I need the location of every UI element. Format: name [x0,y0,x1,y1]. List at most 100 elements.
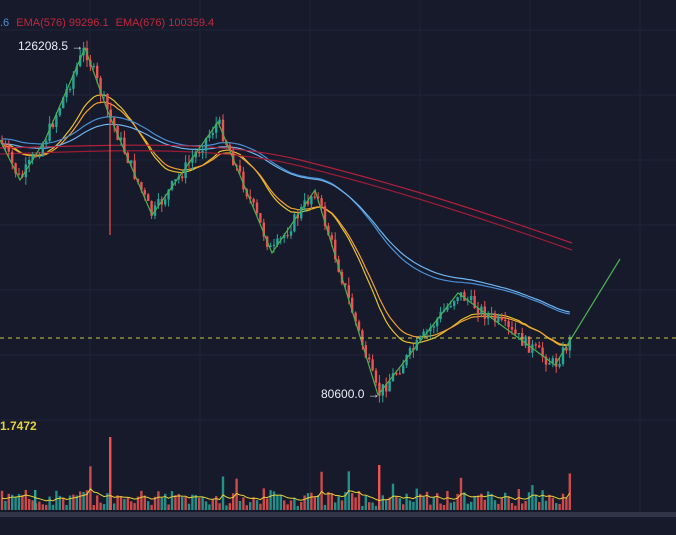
candle-body [306,200,310,205]
candle-body [283,235,286,238]
candle-body [541,347,544,357]
candle-body [79,55,82,67]
candle-body [368,357,371,360]
candle-body [388,381,391,392]
volume-bar [412,501,415,510]
candle-body [402,365,405,374]
candle-body [327,225,330,236]
volume-bar [119,496,123,510]
volume-bar [68,495,72,510]
volume-bar [164,493,167,510]
time-scrollbar[interactable] [0,512,676,517]
volume-bar [177,493,180,510]
candle-body [58,108,61,116]
volume-bar [130,501,133,510]
candle-body [276,238,279,245]
volume-bar [527,492,531,510]
candle-body [289,231,293,236]
volume-bar [38,501,41,510]
candle-body [521,333,524,346]
candle-body [538,345,541,348]
volume-bar [143,495,146,510]
ema-legend: .6 EMA(576) 99296.1 EMA(676) 100359.4 [0,17,218,29]
volume-bar [58,495,61,510]
candle-body [432,326,435,328]
volume-bar [334,502,337,510]
volume-bar [17,493,21,510]
volume-bar [221,476,225,510]
zigzag-line [0,46,621,397]
low-price-value: 80600.0 [321,387,365,401]
volume-bar [422,496,425,510]
volume-bar [555,503,558,510]
candle-body [419,336,422,340]
volume-bar [259,503,262,510]
volume-bar [92,505,95,510]
candle-body [215,123,218,133]
volume-bar [252,497,255,510]
volume-bars [0,437,571,510]
candle-body [534,344,537,346]
volume-bar [211,499,214,510]
candle-body [449,306,452,308]
ema676-legend: EMA(676) 100359.4 [115,17,215,29]
volume-bar [476,495,480,510]
volume-bar [276,495,279,510]
volume-bar [75,495,78,510]
candle-body [198,152,201,154]
volume-bar [371,502,374,510]
volume-bar [351,493,354,510]
candle-body [31,155,34,160]
candle-body [119,137,123,141]
volume-bar [11,494,14,510]
candle-body [41,144,44,156]
ema-lightblue-line [1,123,570,313]
volume-bar [249,502,252,510]
candle-body [242,171,245,190]
candle-body [109,109,112,118]
candle-body [133,160,136,179]
low-price-label: 80600.0 → [321,387,380,401]
candle-body [551,358,554,364]
volume-bar [136,496,140,510]
candle-body [204,138,208,151]
candle-body [286,235,289,237]
volume-bar [293,497,296,510]
candle-body [143,190,146,195]
candle-body [11,151,14,164]
volume-bar [181,496,184,510]
volume-bar [303,495,306,510]
volume-bar [198,497,201,510]
volume-bar [327,492,330,510]
volume-bar [232,493,235,510]
volume-bar [106,493,109,510]
candle-body [48,123,51,142]
volume-bar [242,497,245,510]
candle-body [398,373,401,375]
volume-bar [504,492,507,510]
low-arrow-icon: → [367,387,380,401]
candle-body [296,214,299,219]
candle-body [51,123,55,127]
volume-bar [453,501,456,510]
candle-body [255,202,259,214]
volume-bar [286,504,289,510]
volume-bar [565,497,568,510]
volume-bar [408,500,412,510]
candle-body [500,317,503,320]
candle-body [4,143,7,148]
volume-bar [415,488,418,510]
volume-bar [344,492,347,510]
volume-bar [507,496,510,510]
volume-bar [419,494,422,510]
volume-bar [225,505,228,510]
volume-bar [337,496,340,510]
volume-bar [170,491,174,510]
volume-bar [534,494,537,510]
candle-body [17,173,21,175]
candle-body [473,296,476,309]
candle-body [34,155,38,157]
volume-bar [306,493,310,510]
candle-body [279,237,282,240]
